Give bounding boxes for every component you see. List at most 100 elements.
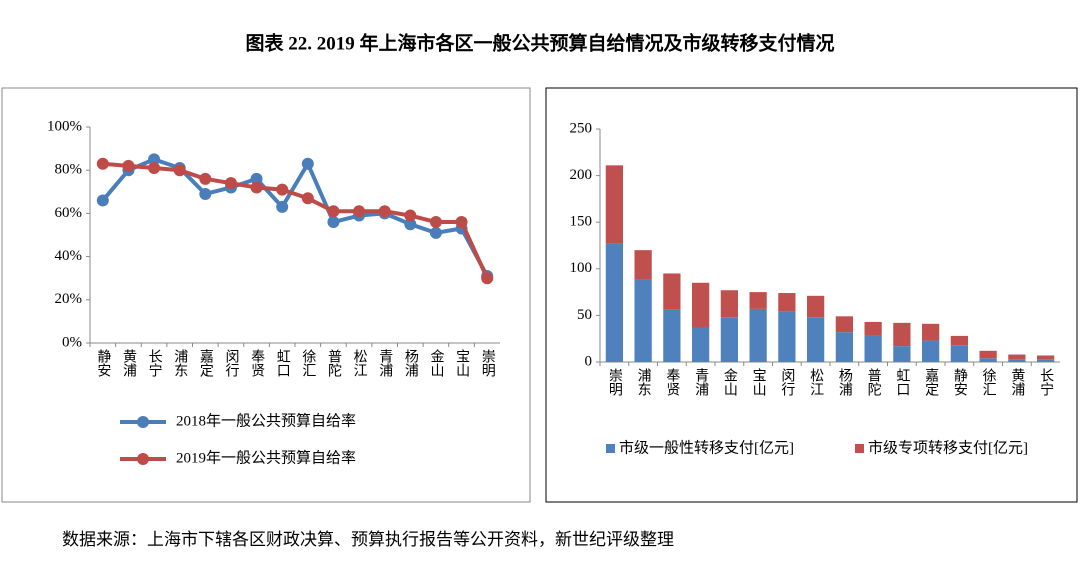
bar-segment [950, 335, 968, 346]
x-tick-label: 青浦 [693, 368, 709, 396]
bar-segment [749, 308, 767, 362]
y-tick-label: 200 [570, 167, 593, 183]
bar-segment [922, 340, 940, 362]
marker [429, 226, 442, 239]
marker [327, 205, 340, 218]
x-tick-label: 长宁 [1038, 368, 1054, 396]
y-tick-label: 20% [55, 291, 83, 307]
bar-segment [749, 292, 767, 309]
x-tick-label: 崇明 [480, 349, 496, 378]
bar-segment [864, 335, 882, 362]
x-tick-label: 虹口 [275, 349, 291, 377]
bar-segment [634, 279, 652, 362]
x-tick-label: 黄浦 [121, 348, 137, 377]
marker [276, 200, 289, 213]
marker [353, 205, 366, 218]
bar-segment [979, 358, 997, 362]
x-tick-label: 松江 [808, 368, 824, 396]
page-title: 图表 22. 2019 年上海市各区一般公共预算自给情况及市级转移支付情况 [245, 31, 834, 54]
x-tick-label: 金山 [428, 349, 444, 377]
legend-label: 2018年一般公共预算自给率 [176, 411, 356, 429]
bar-segment [663, 309, 681, 362]
legend-label: 2019年一般公共预算自给率 [176, 448, 356, 466]
line [102, 161, 490, 280]
bar-segment [922, 323, 940, 341]
left-panel [1, 87, 531, 503]
bar-segment [835, 316, 853, 333]
marker [224, 177, 237, 190]
bar-segment [1008, 359, 1026, 362]
marker [148, 153, 161, 166]
y-tick-label: 100% [47, 118, 82, 134]
marker [301, 157, 314, 170]
bar-segment [605, 243, 623, 362]
x-tick-label: 普陀 [866, 368, 882, 397]
bar-segment [807, 295, 825, 318]
x-tick-label: 松江 [352, 349, 368, 377]
legend-marker [137, 453, 149, 465]
legend-swatch [606, 444, 615, 453]
bar-segment [720, 317, 738, 362]
x-tick-label: 嘉定 [923, 368, 939, 397]
bar-segment [634, 250, 652, 280]
bar-segment [692, 327, 710, 362]
bar-segment [807, 317, 825, 362]
x-tick-label: 黄浦 [1009, 367, 1025, 396]
y-tick-label: 60% [55, 205, 83, 221]
marker [378, 205, 391, 218]
bar-segment [893, 346, 911, 362]
y-tick-label: 40% [55, 248, 83, 264]
bar-segment [605, 165, 623, 244]
bar-segment [979, 350, 997, 359]
legend-swatch [855, 444, 864, 453]
x-tick-label: 杨浦 [837, 368, 853, 396]
bar-segment [835, 332, 853, 362]
y-tick-label: 100 [570, 260, 593, 276]
marker [250, 172, 263, 185]
x-tick-label: 青浦 [377, 349, 393, 377]
bar-segment [1037, 355, 1055, 360]
x-tick-label: 徐汇 [300, 349, 316, 377]
legend-marker [137, 416, 149, 428]
bar-segment [692, 282, 710, 328]
marker [404, 209, 417, 222]
bar-segment [778, 311, 796, 362]
x-tick-label: 金山 [722, 368, 738, 396]
y-tick-label: 0 [585, 353, 593, 369]
bar-segment [663, 273, 681, 310]
marker [429, 216, 442, 229]
marker [199, 187, 212, 200]
bar-segment [950, 345, 968, 362]
x-tick-label: 浦东 [172, 349, 188, 377]
marker [148, 162, 161, 175]
x-tick-label: 浦东 [636, 368, 652, 396]
marker [250, 181, 263, 194]
x-tick-label: 嘉定 [198, 349, 214, 378]
marker [96, 194, 109, 207]
x-tick-label: 普陀 [326, 349, 342, 378]
x-tick-label: 宝山 [454, 349, 470, 377]
y-tick-label: 0% [62, 334, 82, 350]
right-panel [545, 87, 1078, 503]
x-tick-label: 静安 [952, 368, 968, 396]
bar-segment [864, 321, 882, 336]
bar-segment [1008, 354, 1026, 360]
legend-label: 市级专项转移支付[亿元] [868, 439, 1028, 456]
marker [327, 216, 340, 229]
x-tick-label: 崇明 [607, 368, 623, 397]
legend-label: 市级一般性转移支付[亿元] [619, 439, 794, 456]
x-tick-label: 奉贤 [249, 349, 265, 377]
source-note: 数据来源：上海市下辖各区财政决算、预算执行报告等公开资料，新世纪评级整理 [62, 530, 674, 549]
marker [301, 192, 314, 205]
marker [122, 159, 135, 172]
bar-segment [1037, 359, 1055, 362]
x-tick-label: 闵行 [223, 349, 239, 378]
x-tick-label: 宝山 [751, 368, 767, 396]
y-tick-label: 150 [570, 214, 593, 230]
y-tick-label: 80% [55, 162, 83, 178]
marker [199, 172, 212, 185]
x-tick-label: 静安 [95, 349, 111, 377]
marker [404, 218, 417, 231]
x-tick-label: 杨浦 [403, 349, 419, 377]
